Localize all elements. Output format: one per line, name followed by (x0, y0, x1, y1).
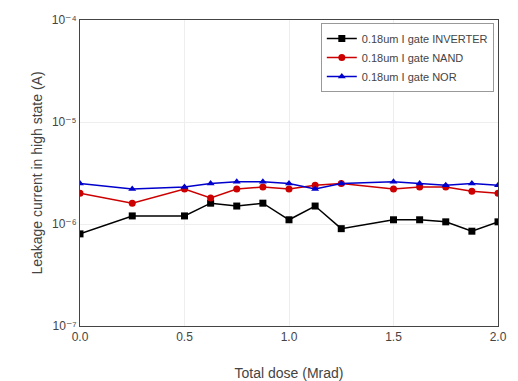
svg-text:10⁻⁵: 10⁻⁵ (52, 115, 77, 129)
svg-text:1.5: 1.5 (385, 330, 402, 344)
svg-text:Leakage current in high state: Leakage current in high state (A) (29, 71, 45, 274)
svg-text:1.0: 1.0 (281, 330, 298, 344)
svg-text:2.0: 2.0 (490, 330, 507, 344)
svg-text:0.18um I gate NAND: 0.18um I gate NAND (362, 52, 464, 64)
svg-text:0.18um I gate INVERTER: 0.18um I gate INVERTER (362, 33, 488, 45)
svg-text:10⁻⁴: 10⁻⁴ (52, 13, 77, 27)
svg-text:10⁻⁶: 10⁻⁶ (52, 217, 77, 231)
svg-text:0.18um I gate NOR: 0.18um I gate NOR (362, 71, 457, 83)
svg-text:Total dose (Mrad): Total dose (Mrad) (235, 365, 344, 381)
svg-text:0.5: 0.5 (176, 330, 193, 344)
svg-text:10⁻⁷: 10⁻⁷ (53, 319, 77, 333)
svg-text:0.0: 0.0 (72, 330, 89, 344)
